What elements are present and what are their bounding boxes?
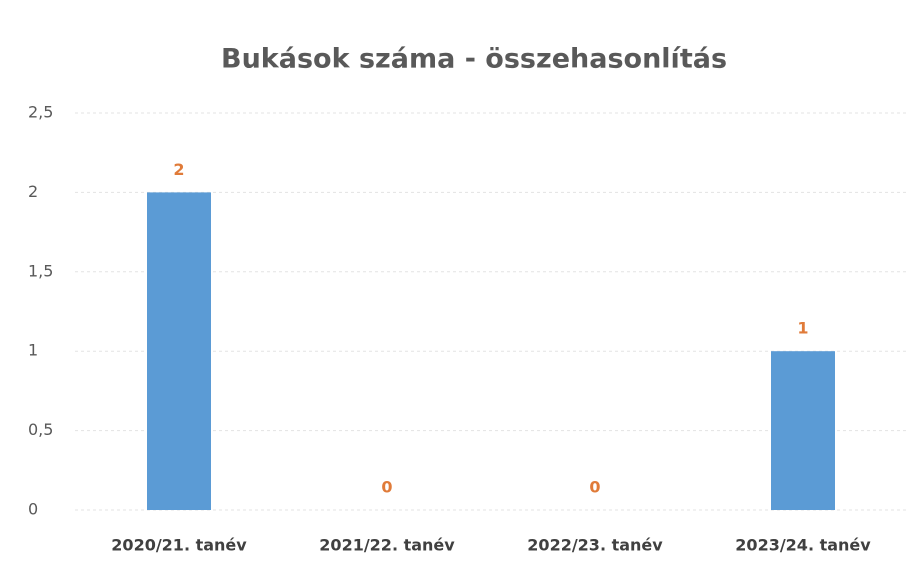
y-tick-label: 0,5 <box>28 420 53 439</box>
x-tick-label: 2023/24. tanév <box>735 536 871 555</box>
y-tick-label: 1 <box>28 341 38 360</box>
y-tick-label: 1,5 <box>28 261 53 280</box>
y-tick-label: 0 <box>28 500 38 519</box>
chart-title: Bukások száma - összehasonlítás <box>221 44 727 75</box>
x-tick-label: 2022/23. tanév <box>527 536 663 555</box>
data-label: 2 <box>173 160 184 179</box>
y-tick-label: 2,5 <box>28 103 53 122</box>
x-tick-label: 2021/22. tanév <box>319 536 455 555</box>
data-label: 1 <box>797 319 808 338</box>
bar <box>771 351 835 510</box>
data-label: 0 <box>381 478 392 497</box>
x-tick-label: 2020/21. tanév <box>111 536 247 555</box>
y-tick-label: 2 <box>28 182 38 201</box>
bar <box>147 192 211 510</box>
data-label: 0 <box>589 478 600 497</box>
